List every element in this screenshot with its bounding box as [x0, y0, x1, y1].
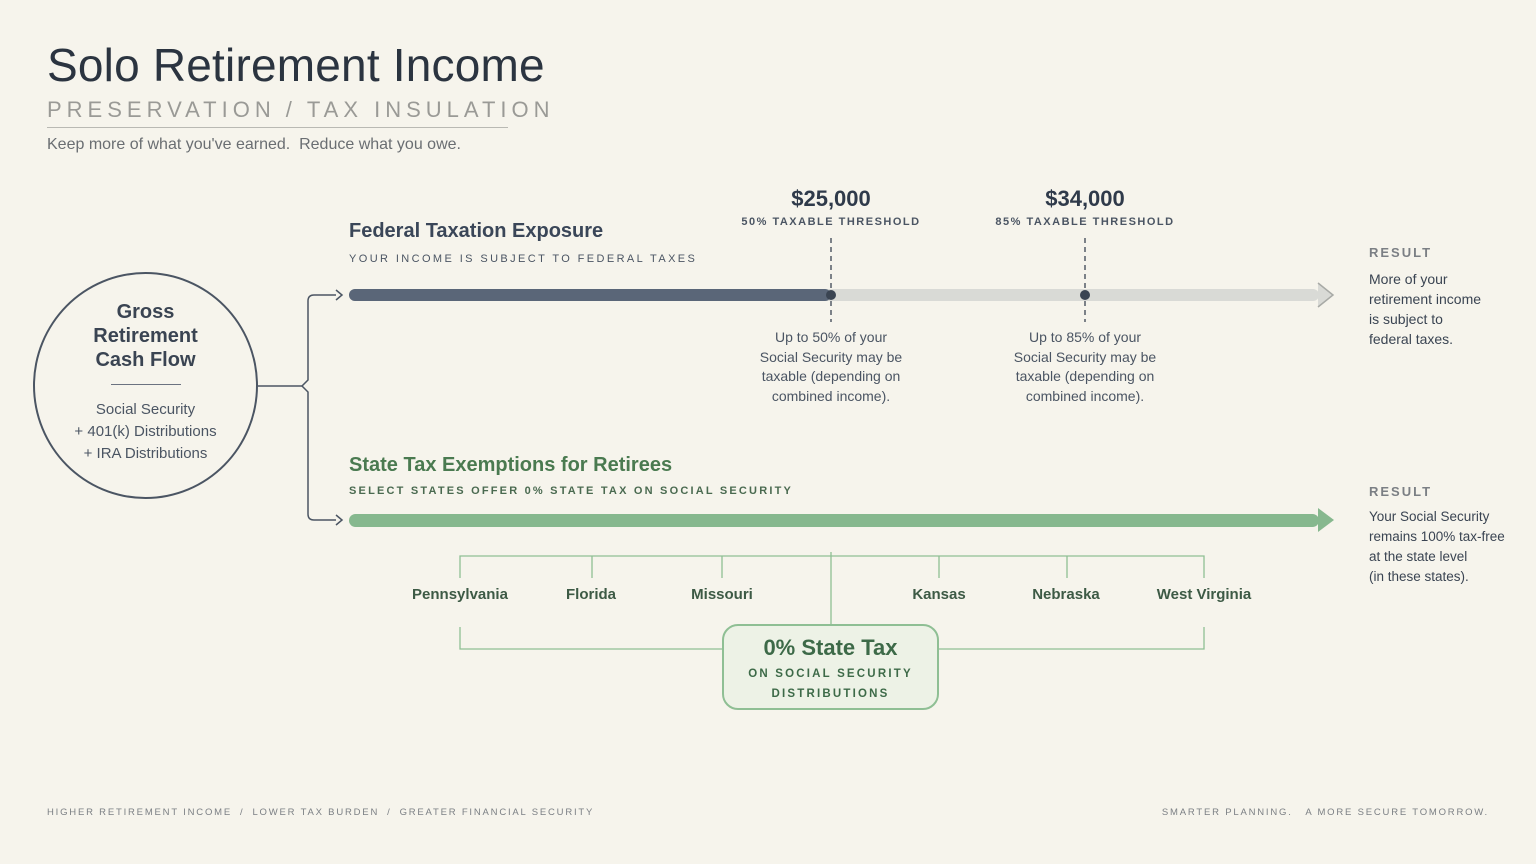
state-pennsylvania: Pennsylvania — [412, 586, 508, 603]
threshold-label-34000: 85% TAXABLE THRESHOLD — [995, 216, 1175, 228]
federal-subtitle: YOUR INCOME IS SUBJECT TO FEDERAL TAXES — [349, 253, 698, 265]
circle-divider — [110, 384, 181, 385]
tagline: Keep more of what you've earned. Reduce … — [47, 136, 461, 153]
states-bracket-bottom-right — [939, 627, 1205, 650]
state-nebraska: Nebraska — [1032, 586, 1100, 603]
threshold-dot-34000 — [1080, 290, 1090, 300]
circle-items: Social Security + 401(k) Distributions +… — [35, 399, 256, 465]
connector-bracket — [300, 294, 336, 521]
circle-item: Social Security — [95, 401, 196, 418]
subtitle-right: TAX INSULATION — [306, 97, 555, 122]
state-kansas: Kansas — [912, 586, 966, 603]
circle-title: Gross Retirement Cash Flow — [93, 301, 198, 371]
federal-track-arrow-icon — [1317, 282, 1335, 308]
state-result-text: Your Social Security remains 100% tax-fr… — [1369, 509, 1505, 584]
state-result-heading: RESULT — [1369, 484, 1433, 499]
threshold-dot-25000 — [826, 290, 836, 300]
page-title: Solo Retirement Income — [47, 39, 545, 91]
tax-box-subtitle: ON SOCIAL SECURITY DISTRIBUTIONS — [748, 668, 913, 700]
state-title: State Tax Exemptions for Retirees — [349, 454, 673, 476]
circle-item: + 401(k) Distributions — [74, 423, 217, 440]
arrow-state-icon — [335, 514, 344, 526]
federal-title: Federal Taxation Exposure — [349, 220, 604, 242]
federal-result-heading: RESULT — [1369, 245, 1433, 260]
tax-box-title: 0% State Tax — [763, 635, 898, 660]
footer-left: HIGHER RETIREMENT INCOME / LOWER TAX BURDE… — [47, 807, 595, 818]
state-bar-arrow-icon — [1318, 508, 1334, 532]
state-subtitle: SELECT STATES OFFER 0% STATE TAX ON SOCI… — [349, 485, 794, 497]
state-bar — [349, 514, 1319, 527]
states-bracket-bottom-left — [459, 627, 722, 650]
federal-result-text: More of your retirement income is subjec… — [1369, 271, 1482, 347]
zero-state-tax-box: 0% State Tax ON SOCIAL SECURITY DISTRIBU… — [722, 624, 939, 710]
subtitle-separator: / — [285, 97, 297, 122]
subtitle-left: PRESERVATION — [47, 97, 276, 122]
threshold-note-34000: Up to 85% of your Social Security may be… — [1013, 329, 1157, 404]
circle-item: + IRA Distributions — [83, 445, 208, 462]
state-florida: Florida — [565, 586, 616, 603]
threshold-amount-25000: $25,000 — [791, 186, 871, 211]
threshold-amount-34000: $34,000 — [1045, 186, 1125, 211]
page-subtitle: PRESERVATION / TAX INSULATION — [47, 97, 550, 128]
threshold-note-25000: Up to 50% of your Social Security may be… — [759, 329, 903, 404]
state-west-virginia: West Virginia — [1156, 586, 1252, 603]
states-bracket-top — [459, 555, 1205, 578]
threshold-label-25000: 50% TAXABLE THRESHOLD — [741, 216, 921, 228]
arrow-federal-icon — [335, 289, 344, 301]
footer-right: SMARTER PLANNING. A MORE SECURE TOMORROW… — [1161, 807, 1489, 818]
federal-bar — [349, 289, 831, 301]
state-missouri: Missouri — [691, 586, 753, 603]
gross-cash-flow-circle: Gross Retirement Cash Flow Social Securi… — [33, 272, 258, 499]
